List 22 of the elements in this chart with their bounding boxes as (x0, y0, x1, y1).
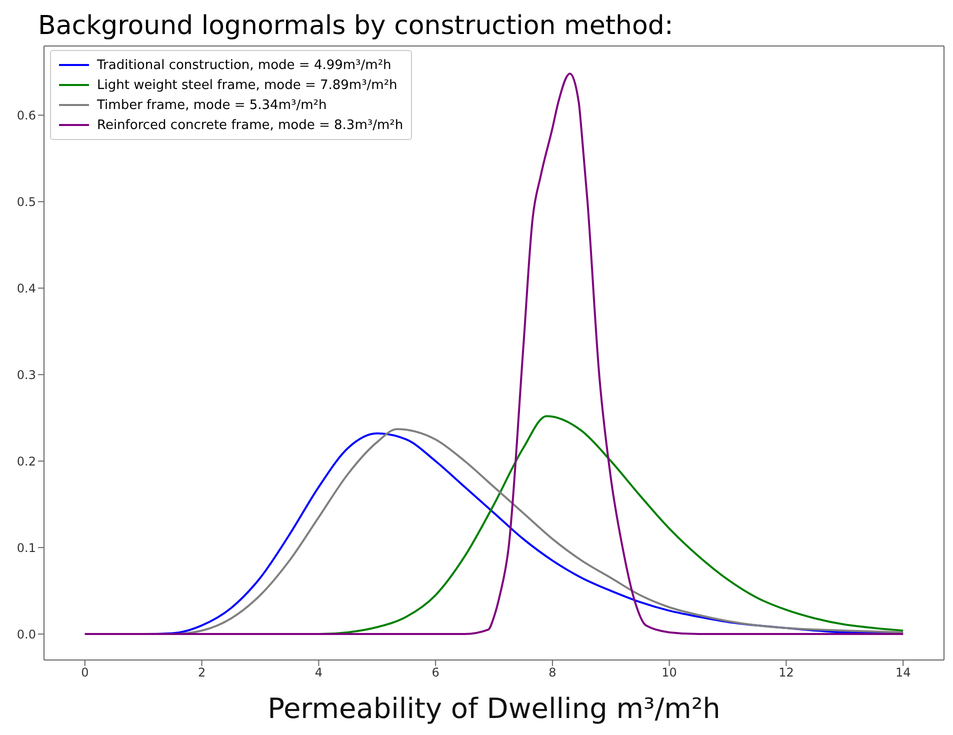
y-tick-label: 0.1 (16, 540, 36, 555)
x-tick-label: 14 (895, 666, 911, 680)
y-tick-label: 0.5 (16, 194, 36, 209)
line-series (84, 72, 904, 636)
y-tick-label: 0.0 (16, 627, 36, 642)
y-tick-label: 0.6 (16, 108, 36, 122)
x-tick-label: 4 (314, 666, 322, 680)
y-tick-label: 0.3 (16, 368, 36, 382)
x-axis-title: Permeability of Dwelling m³/m²h (268, 692, 720, 725)
chart-title: Background lognormals by construction method: (38, 10, 674, 43)
y-tick-label: 0.4 (16, 281, 36, 296)
y-tick-label: 0.2 (16, 454, 36, 468)
legend-label: Light weight steel frame, mode = 7.89m³/m²h (97, 78, 398, 92)
x-tick-label: 10 (662, 666, 677, 680)
x-tick-label: 6 (432, 666, 440, 680)
x-tick-label: 0 (81, 666, 89, 680)
x-tick-label: 8 (548, 666, 556, 680)
x-tick-label: 2 (198, 666, 206, 680)
legend-label: Timber frame, mode = 5.34m³/m²h (97, 98, 327, 112)
x-tick-label: 12 (778, 666, 794, 680)
legend-label: Traditional construction, mode = 4.99m³/m²h (97, 58, 392, 72)
legend-label: Reinforced concrete frame, mode = 8.3m³/m²h (97, 118, 404, 132)
